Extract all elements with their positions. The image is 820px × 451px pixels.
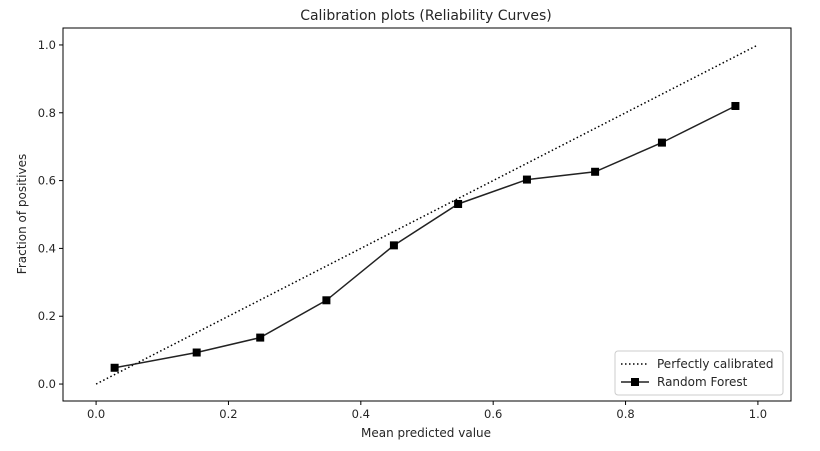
plot-area bbox=[95, 44, 759, 385]
x-tick-label: 0.0 bbox=[87, 407, 105, 421]
axis-ticks: 0.0 0.2 0.4 0.6 0.8 1.0 0.0 0.2 0.4 0.6 0.8 1.0 bbox=[38, 38, 767, 421]
chart-title: Calibration plots (Reliability Curves) bbox=[300, 8, 552, 24]
data-point-random-forest bbox=[731, 101, 740, 110]
legend: Perfectly calibrated Random Forest bbox=[614, 350, 784, 396]
y-tick-label: 1.0 bbox=[38, 38, 56, 52]
x-tick-label: 0.2 bbox=[219, 407, 237, 421]
data-point-random-forest bbox=[454, 199, 463, 208]
data-point-random-forest bbox=[256, 333, 265, 342]
x-tick-label: 0.8 bbox=[616, 407, 634, 421]
legend-label-random-forest: Random Forest bbox=[657, 375, 748, 389]
data-point-random-forest bbox=[522, 175, 531, 184]
y-tick-label: 0.2 bbox=[38, 309, 56, 323]
x-tick-label: 1.0 bbox=[749, 407, 767, 421]
axes-frame bbox=[62, 27, 792, 402]
x-axis-title: Mean predicted value bbox=[361, 426, 491, 440]
data-point-random-forest bbox=[657, 138, 666, 147]
legend-box bbox=[614, 350, 784, 396]
x-tick-label: 0.4 bbox=[352, 407, 370, 421]
y-tick-label: 0.0 bbox=[38, 377, 56, 391]
y-axis-title: Fraction of positives bbox=[15, 154, 29, 274]
data-point-random-forest bbox=[192, 348, 201, 357]
x-tick-label: 0.6 bbox=[484, 407, 502, 421]
data-point-random-forest bbox=[110, 363, 119, 372]
legend-label-perfectly-calibrated: Perfectly calibrated bbox=[657, 357, 774, 371]
data-point-random-forest bbox=[591, 167, 600, 176]
series-line-random-forest bbox=[114, 105, 736, 369]
y-tick-label: 0.4 bbox=[38, 241, 56, 255]
legend-marker-random-forest bbox=[631, 378, 639, 386]
data-point-random-forest bbox=[322, 296, 331, 305]
y-tick-label: 0.6 bbox=[38, 174, 56, 188]
data-point-random-forest bbox=[389, 241, 398, 250]
series-line-perfectly-calibrated bbox=[95, 44, 759, 385]
y-tick-label: 0.8 bbox=[38, 106, 56, 120]
